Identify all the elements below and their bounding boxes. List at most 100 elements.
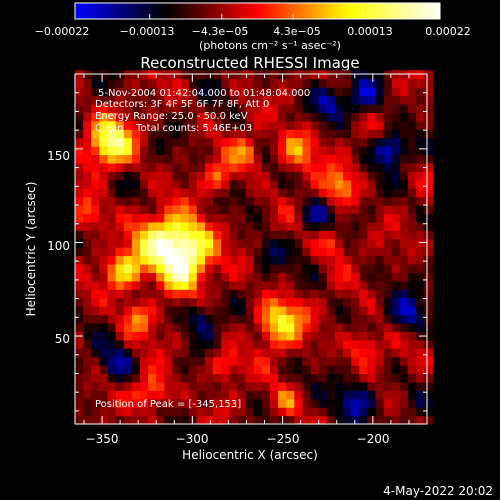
heatmap-cell (245, 95, 255, 105)
heatmap-cell (99, 154, 109, 164)
heatmap-cell (286, 373, 295, 383)
heatmap-cell (261, 221, 271, 231)
heatmap-cell (91, 221, 100, 231)
annotation-time-range: 5-Nov-2004 01:42:04.000 to 01:48:04.000 (98, 88, 310, 99)
heatmap-cell (408, 331, 417, 341)
heatmap-cell (164, 196, 174, 206)
heatmap-cell (399, 162, 409, 172)
heatmap-cell (229, 255, 239, 265)
heatmap-cell (156, 129, 165, 139)
heatmap-cell (221, 137, 230, 147)
heatmap-cell (196, 415, 206, 425)
heatmap-cell (375, 314, 385, 324)
heatmap-cell (75, 87, 84, 97)
heatmap-cell (196, 154, 206, 164)
heatmap-cell (359, 179, 369, 189)
heatmap-cell (343, 272, 352, 282)
heatmap-cell (213, 415, 222, 425)
heatmap-cell (123, 339, 133, 349)
heatmap-cell (156, 146, 165, 156)
heatmap-cell (424, 87, 434, 97)
heatmap-cell (302, 154, 312, 164)
heatmap-cell (383, 356, 393, 366)
heatmap-cell (408, 78, 417, 88)
heatmap-cell (131, 112, 141, 122)
heatmap-cell (343, 348, 352, 358)
heatmap-cell (408, 297, 417, 307)
heatmap-cell (359, 112, 369, 122)
heatmap-cell (204, 129, 214, 139)
heatmap-cell (253, 415, 263, 425)
heatmap-cell (399, 70, 409, 80)
heatmap-cell (367, 129, 377, 139)
heatmap-cell (310, 162, 320, 172)
heatmap-cell (188, 339, 198, 349)
heatmap-cell (148, 162, 157, 172)
heatmap-cell (334, 415, 344, 425)
heatmap-cell (83, 205, 92, 215)
heatmap-cell (188, 306, 198, 316)
heatmap-cell (221, 306, 230, 316)
heatmap-cell (416, 255, 425, 265)
heatmap-cell (115, 373, 125, 383)
heatmap-cell (399, 188, 409, 198)
heatmap-cell (237, 415, 247, 425)
heatmap-cell (253, 373, 263, 383)
heatmap-cell (213, 137, 222, 147)
heatmap-cell (424, 154, 434, 164)
heatmap-cell (204, 255, 214, 265)
heatmap-cell (172, 390, 182, 400)
heatmap-cell (375, 398, 385, 408)
heatmap-cell (383, 78, 393, 88)
heatmap-cell (310, 238, 320, 248)
heatmap-cell (107, 339, 117, 349)
heatmap-cell (204, 314, 214, 324)
heatmap-cell (416, 154, 425, 164)
heatmap-cell (310, 154, 320, 164)
heatmap-cell (424, 390, 434, 400)
heatmap-cell (310, 196, 320, 206)
heatmap-cell (261, 129, 271, 139)
heatmap-cell (229, 154, 239, 164)
heatmap-cell (204, 365, 214, 375)
heatmap-cell (204, 331, 214, 341)
heatmap-cell (399, 314, 409, 324)
heatmap-cell (172, 415, 182, 425)
heatmap-cell (131, 322, 141, 332)
heatmap-cell (180, 297, 190, 307)
heatmap-cell (351, 70, 360, 80)
heatmap-cell (269, 146, 279, 156)
heatmap-cell (156, 263, 165, 273)
heatmap-cell (172, 272, 182, 282)
heatmap-cell (334, 247, 344, 257)
heatmap-cell (261, 196, 271, 206)
heatmap-cell (91, 213, 100, 223)
heatmap-cell (91, 322, 100, 332)
heatmap-cell (351, 146, 360, 156)
heatmap-cell (213, 188, 222, 198)
heatmap-cell (221, 373, 230, 383)
heatmap-cell (334, 373, 344, 383)
heatmap-cell (75, 348, 84, 358)
heatmap-cell (131, 314, 141, 324)
heatmap-cell (75, 95, 84, 105)
heatmap-cell (408, 398, 417, 408)
heatmap-cell (351, 221, 360, 231)
heatmap-cell (213, 297, 222, 307)
heatmap-cell (188, 179, 198, 189)
heatmap-cell (164, 390, 174, 400)
heatmap-cell (115, 348, 125, 358)
heatmap-cell (180, 213, 190, 223)
heatmap-cell (229, 221, 239, 231)
heatmap-cell (75, 120, 84, 130)
heatmap-cell (188, 137, 198, 147)
heatmap-cell (213, 95, 222, 105)
heatmap-cell (156, 247, 165, 257)
heatmap-cell (261, 171, 271, 181)
heatmap-cell (408, 221, 417, 231)
heatmap-cell (253, 179, 263, 189)
heatmap-cell (359, 331, 369, 341)
heatmap-cell (237, 348, 247, 358)
heatmap-cell (302, 263, 312, 273)
heatmap-cell (204, 230, 214, 240)
